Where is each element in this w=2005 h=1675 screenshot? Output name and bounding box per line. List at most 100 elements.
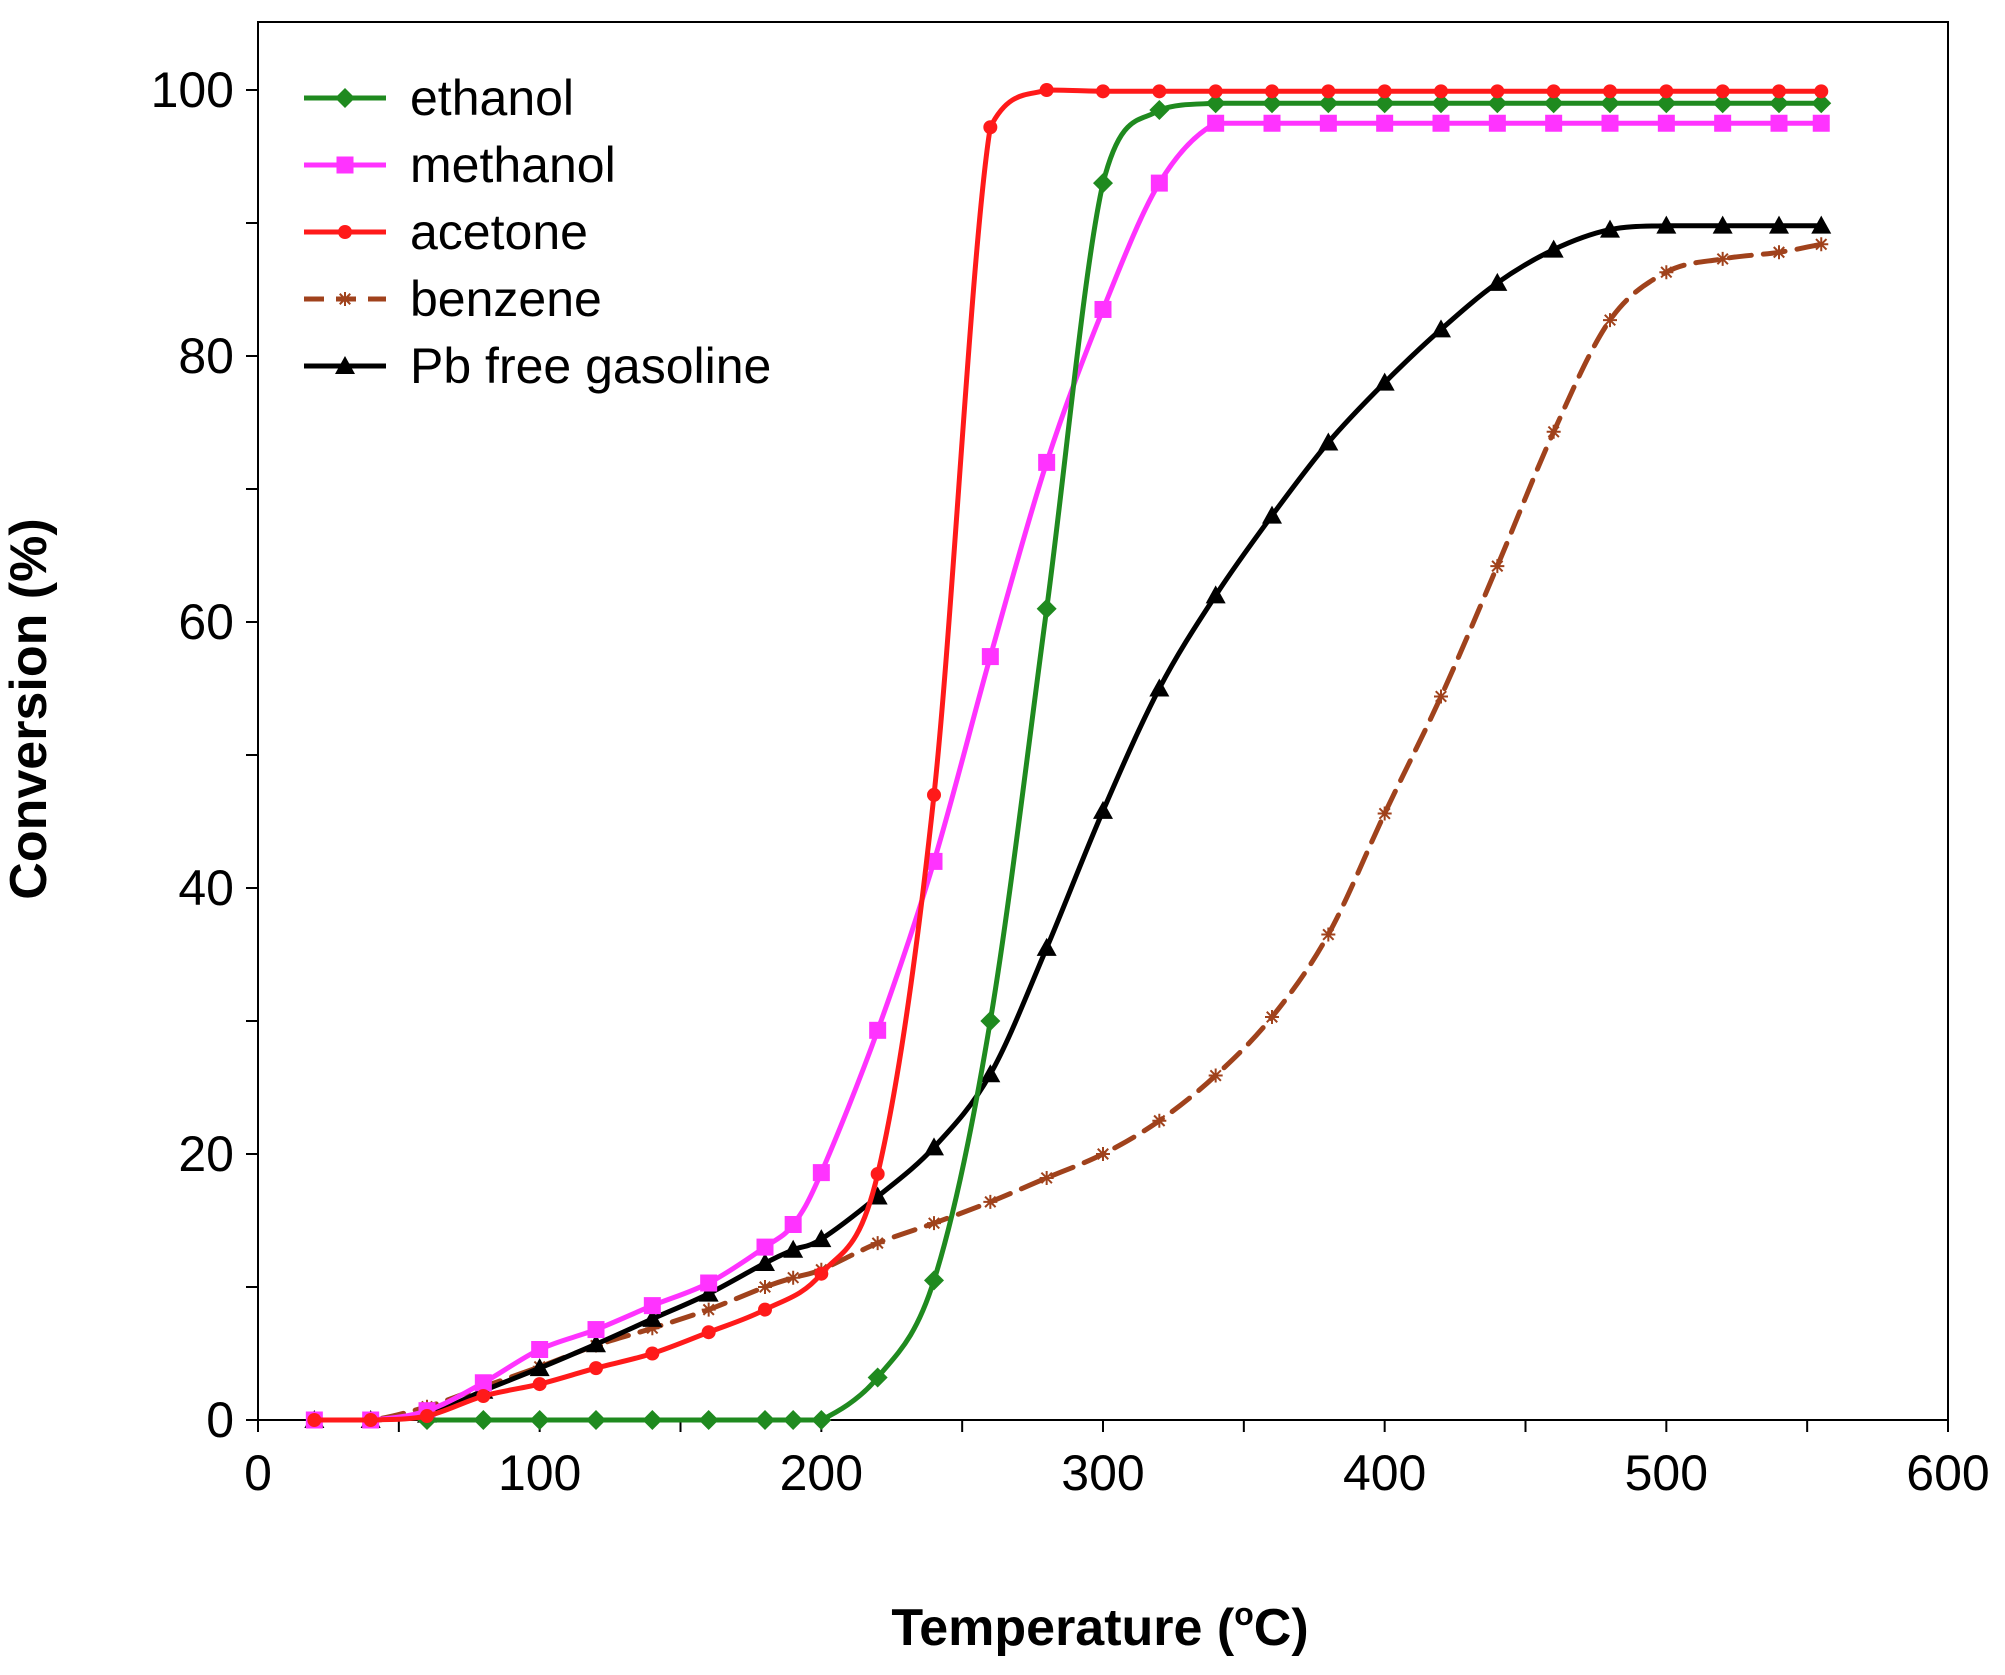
data-point-ethanol [698,1410,719,1430]
data-point-benzene [786,1270,801,1285]
legend-label-benzene: benzene [410,271,602,327]
data-point-acetone [420,1409,434,1424]
data-point-methanol [1207,114,1225,132]
data-point-pb-free-gasoline [1205,585,1226,604]
data-point-ethanol [1811,93,1832,114]
data-point-benzene [1377,806,1392,821]
data-point-benzene [1434,689,1448,704]
data-point-benzene [870,1236,885,1251]
data-point-pb-free-gasoline [924,1137,944,1156]
data-point-ethanol [867,1367,888,1388]
data-point-pb-free-gasoline [1811,215,1832,234]
data-point-benzene [645,1321,660,1336]
y-tick-label: 20 [178,1126,234,1182]
data-point-benzene [1490,559,1505,574]
data-point-acetone [1715,84,1730,99]
data-point-methanol [1714,114,1732,132]
data-point-methanol [1376,114,1394,132]
data-point-acetone [1265,84,1279,99]
data-point-methanol [1038,453,1056,471]
data-point-pb-free-gasoline [755,1253,775,1272]
data-point-acetone [476,1389,491,1404]
data-point-methanol [531,1341,549,1359]
legend-label-methanol: methanol [410,137,616,193]
data-point-acetone [1096,84,1110,99]
data-point-pb-free-gasoline [1769,215,1789,234]
data-point-benzene [1096,1147,1110,1161]
data-point-ethanol [1262,93,1282,114]
x-axis-title: Temperature (oC) [891,1596,1308,1657]
data-point-pb-free-gasoline [1600,219,1620,238]
data-point-ethanol [1487,93,1508,114]
data-point-pb-free-gasoline [1374,372,1395,391]
data-point-legend-pb-free-gasoline [335,356,355,374]
y-tick-label: 60 [178,594,234,650]
series-methanol [305,114,1830,1429]
data-point-benzene [983,1194,998,1209]
data-point-methanol [1263,114,1281,132]
data-point-acetone [1659,84,1674,99]
data-point-ethanol [1712,93,1733,114]
data-point-methanol [1657,114,1675,132]
data-point-acetone [701,1325,716,1340]
data-point-acetone [1546,84,1561,99]
x-tick-label: 100 [498,1445,581,1501]
data-point-ethanol [1374,93,1395,114]
x-axis-ticks: 0 100 200 300 400 500 600 [244,1420,1990,1501]
data-point-pb-free-gasoline [642,1308,663,1327]
x-axis-title-main: Temperature ( [891,1599,1235,1657]
data-point-acetone [1152,84,1167,99]
data-point-acetone [1321,84,1336,99]
y-axis-title: Conversion (%) [0,518,58,899]
data-point-legend-methanol [336,156,354,174]
data-point-benzene [1152,1113,1167,1128]
data-point-acetone [1039,83,1054,97]
data-point-methanol [869,1021,887,1039]
data-point-methanol [700,1274,718,1292]
data-point-acetone [589,1361,603,1376]
x-tick-label: 200 [780,1445,863,1501]
data-point-pb-free-gasoline [1656,215,1677,234]
data-point-acetone [870,1166,885,1181]
series-layer [304,83,1832,1430]
data-point-benzene [1603,313,1617,328]
legend-label-acetone: acetone [410,204,588,260]
data-point-methanol [1601,114,1619,132]
legend-item-acetone: acetone [304,204,588,260]
data-point-ethanol [642,1410,663,1430]
data-point-legend-benzene [338,292,352,306]
data-point-benzene [1814,237,1829,252]
x-tick-label: 600 [1906,1445,1989,1501]
data-point-ethanol [1431,93,1451,114]
data-point-methanol [981,648,999,666]
data-point-pb-free-gasoline [783,1239,804,1258]
data-point-benzene [1546,424,1561,439]
data-point-pb-free-gasoline [586,1334,606,1353]
legend-item-benzene: benzene [304,271,602,327]
y-tick-label: 80 [178,328,234,384]
data-point-acetone [1814,84,1829,99]
data-point-acetone [307,1413,322,1427]
data-point-methanol [1319,114,1337,132]
x-axis-title-superscript: o [1234,1596,1254,1632]
data-point-acetone [814,1266,829,1281]
legend-label-pb-free-gasoline: Pb free gasoline [410,338,771,394]
data-point-pb-free-gasoline [1262,505,1282,524]
data-point-pb-free-gasoline [980,1064,1001,1083]
data-point-pb-free-gasoline [529,1358,550,1377]
data-point-ethanol [1656,93,1677,114]
data-point-acetone [758,1302,772,1317]
y-tick-label: 40 [178,860,234,916]
data-point-benzene [1208,1068,1223,1083]
data-point-ethanol [1036,598,1057,619]
data-point-benzene [1659,265,1674,280]
data-point-pb-free-gasoline [1036,937,1057,956]
x-tick-label: 300 [1061,1445,1144,1501]
data-point-benzene [758,1280,772,1294]
legend-item-pb-free-gasoline: Pb free gasoline [304,338,771,394]
data-point-ethanol [529,1410,550,1430]
data-point-benzene [1321,927,1336,942]
data-point-methanol [1812,114,1830,132]
